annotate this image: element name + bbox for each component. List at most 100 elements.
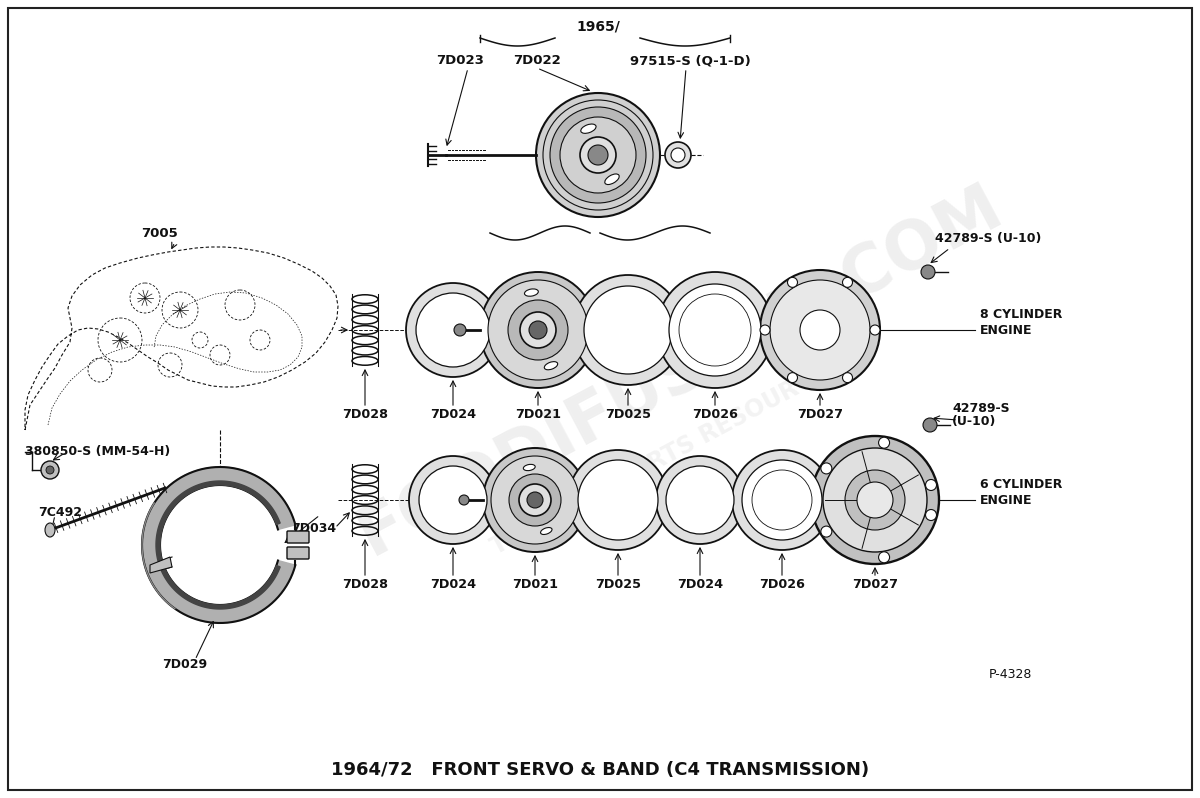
Circle shape <box>527 492 542 508</box>
Circle shape <box>666 466 734 534</box>
Text: FODDIFUSION.COM: FODDIFUSION.COM <box>347 172 1013 568</box>
Circle shape <box>925 509 936 520</box>
Circle shape <box>482 448 587 552</box>
Circle shape <box>588 145 608 165</box>
Text: 7D024: 7D024 <box>430 408 476 421</box>
Polygon shape <box>156 481 280 609</box>
Circle shape <box>811 436 940 564</box>
Ellipse shape <box>605 174 619 184</box>
Ellipse shape <box>46 523 55 537</box>
Circle shape <box>550 107 646 203</box>
Circle shape <box>925 480 936 491</box>
Polygon shape <box>150 557 172 573</box>
Circle shape <box>732 450 832 550</box>
Circle shape <box>923 418 937 432</box>
Text: ENGINE: ENGINE <box>980 493 1032 507</box>
Circle shape <box>578 460 658 540</box>
Circle shape <box>454 324 466 336</box>
Circle shape <box>560 117 636 193</box>
Circle shape <box>656 456 744 544</box>
Text: 7D022: 7D022 <box>514 54 560 67</box>
Ellipse shape <box>540 527 552 535</box>
Text: 7D026: 7D026 <box>760 578 805 591</box>
Circle shape <box>509 474 562 526</box>
FancyBboxPatch shape <box>287 531 310 543</box>
Circle shape <box>480 272 596 388</box>
Circle shape <box>760 270 880 390</box>
Circle shape <box>821 463 832 474</box>
Text: 7D034: 7D034 <box>290 522 336 535</box>
Circle shape <box>857 482 893 518</box>
Ellipse shape <box>581 124 596 133</box>
Text: 7005: 7005 <box>142 227 179 240</box>
Circle shape <box>491 456 580 544</box>
Text: 7D027: 7D027 <box>797 408 842 421</box>
Circle shape <box>665 142 691 168</box>
Circle shape <box>574 275 683 385</box>
Circle shape <box>878 551 889 563</box>
Text: 7D024: 7D024 <box>677 578 724 591</box>
Circle shape <box>842 373 852 382</box>
Circle shape <box>671 148 685 162</box>
Circle shape <box>584 286 672 374</box>
Text: 7D024: 7D024 <box>430 578 476 591</box>
Circle shape <box>821 526 832 537</box>
Text: THE 07-72 PARTS RESOURCE: THE 07-72 PARTS RESOURCE <box>487 361 833 559</box>
Circle shape <box>520 312 556 348</box>
Text: P-4328: P-4328 <box>989 669 1032 681</box>
Text: 7C492: 7C492 <box>38 505 82 519</box>
Text: 7D025: 7D025 <box>595 578 641 591</box>
Text: 7D029: 7D029 <box>162 658 208 671</box>
Circle shape <box>406 283 500 377</box>
Circle shape <box>742 460 822 540</box>
Text: 42789-S (U-10): 42789-S (U-10) <box>935 232 1042 245</box>
Circle shape <box>787 278 798 287</box>
Text: 7D028: 7D028 <box>342 408 388 421</box>
Circle shape <box>41 461 59 479</box>
Circle shape <box>658 272 773 388</box>
Circle shape <box>787 373 798 382</box>
Circle shape <box>845 470 905 530</box>
Circle shape <box>458 495 469 505</box>
Circle shape <box>520 484 551 516</box>
Ellipse shape <box>524 289 539 296</box>
Circle shape <box>416 293 490 367</box>
Ellipse shape <box>523 464 535 471</box>
Circle shape <box>870 325 880 335</box>
Circle shape <box>922 265 935 279</box>
Circle shape <box>800 310 840 350</box>
Text: 42789-S: 42789-S <box>952 402 1009 415</box>
Circle shape <box>670 284 761 376</box>
Text: 7D021: 7D021 <box>512 578 558 591</box>
Circle shape <box>536 93 660 217</box>
Circle shape <box>419 466 487 534</box>
Polygon shape <box>142 467 295 623</box>
Circle shape <box>568 450 668 550</box>
Text: 1965/: 1965/ <box>576 20 620 34</box>
Circle shape <box>508 300 568 360</box>
Text: 97515-S (Q-1-D): 97515-S (Q-1-D) <box>630 54 750 67</box>
Text: (U-10): (U-10) <box>952 415 996 428</box>
Text: 7D025: 7D025 <box>605 408 650 421</box>
Text: 1964/72   FRONT SERVO & BAND (C4 TRANSMISSION): 1964/72 FRONT SERVO & BAND (C4 TRANSMISS… <box>331 761 869 779</box>
Text: 7D026: 7D026 <box>692 408 738 421</box>
Circle shape <box>580 137 616 173</box>
Circle shape <box>409 456 497 544</box>
Ellipse shape <box>545 361 558 369</box>
Circle shape <box>488 280 588 380</box>
Text: 7D027: 7D027 <box>852 578 898 591</box>
Text: 380850-S (MM-54-H): 380850-S (MM-54-H) <box>25 445 170 459</box>
Text: 7D023: 7D023 <box>436 54 484 67</box>
Circle shape <box>842 278 852 287</box>
Circle shape <box>823 448 928 552</box>
Circle shape <box>46 466 54 474</box>
Text: 7D021: 7D021 <box>515 408 562 421</box>
Text: ENGINE: ENGINE <box>980 323 1032 337</box>
Circle shape <box>760 325 770 335</box>
Circle shape <box>770 280 870 380</box>
Text: 6 CYLINDER: 6 CYLINDER <box>980 479 1062 492</box>
Circle shape <box>529 321 547 339</box>
Text: 7D028: 7D028 <box>342 578 388 591</box>
Text: 8 CYLINDER: 8 CYLINDER <box>980 309 1062 322</box>
FancyBboxPatch shape <box>287 547 310 559</box>
